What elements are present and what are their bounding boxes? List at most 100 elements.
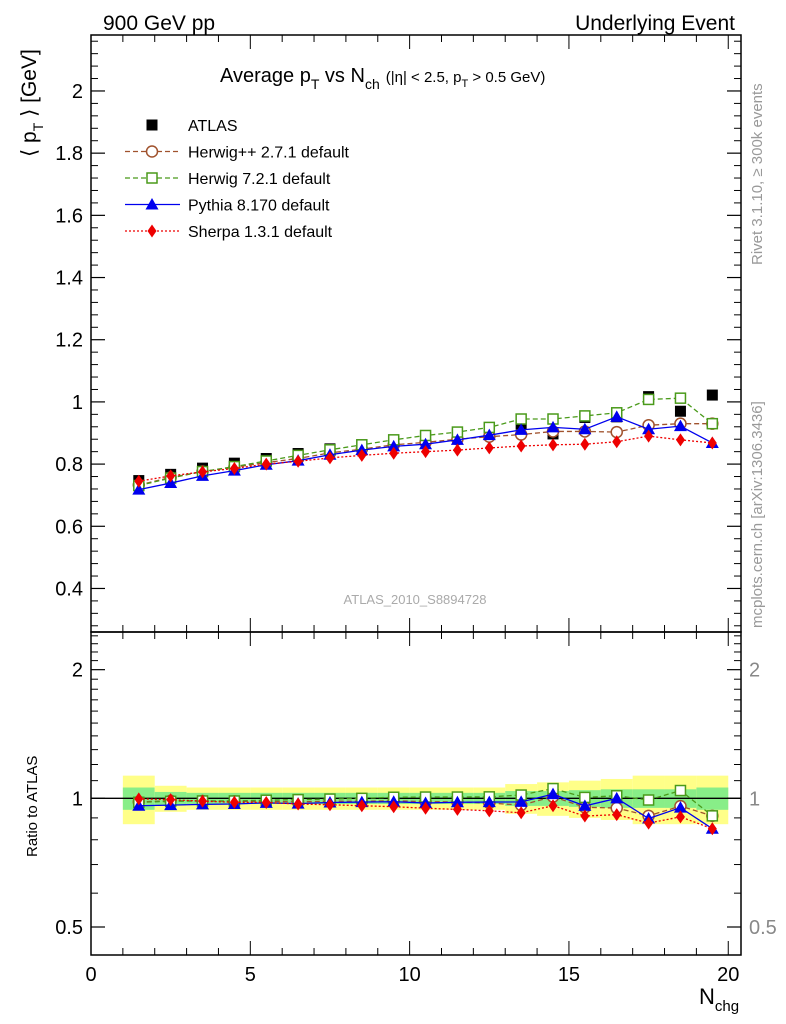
data-point xyxy=(134,474,144,488)
ratio-data-point xyxy=(293,797,303,811)
data-point xyxy=(325,451,335,465)
data-point xyxy=(642,393,655,406)
y-tick-label: 1.6 xyxy=(55,205,83,227)
ratio-data-point xyxy=(357,799,367,813)
data-point xyxy=(548,438,558,452)
ratio-data-point xyxy=(674,784,687,797)
x-tick-label: 0 xyxy=(85,964,96,986)
data-point xyxy=(516,439,526,453)
data-point xyxy=(198,465,208,479)
y-tick-label: 0.6 xyxy=(55,516,83,538)
x-tick-label: 15 xyxy=(558,964,580,986)
data-point xyxy=(578,422,592,435)
y-tick-label: 1.2 xyxy=(55,330,83,352)
ratio-data-point xyxy=(166,793,176,807)
header-left-label: 900 GeV pp xyxy=(103,12,215,35)
legend-entry: Herwig 7.2.1 default xyxy=(188,171,331,188)
data-point xyxy=(389,446,399,460)
data-point xyxy=(261,457,271,471)
data-point xyxy=(357,448,367,462)
ratio-data-point xyxy=(514,795,528,807)
x-axis-label: Nchg xyxy=(699,984,739,1015)
ratio-data-point xyxy=(675,810,685,824)
data-point xyxy=(515,413,527,425)
ratio-data-point xyxy=(580,809,590,823)
ratio-y-tick-label: 0.5 xyxy=(55,917,83,939)
ratio-data-point xyxy=(198,794,208,808)
y-axis-label: ⟨ pT ⟩ [GeV] xyxy=(18,49,46,157)
legend-marker xyxy=(145,198,159,210)
ratio-data-point xyxy=(452,802,462,816)
data-point xyxy=(419,437,433,450)
legend: ATLAS Herwig++ 2.7.1 default Herwig 7.2.1 … xyxy=(125,118,350,241)
ratio-frame xyxy=(90,631,742,956)
data-point xyxy=(579,410,591,422)
data-point xyxy=(546,420,560,433)
x-tick-label: 20 xyxy=(717,964,739,986)
legend-marker xyxy=(145,145,159,158)
legend-marker xyxy=(147,224,157,238)
ratio-data-point xyxy=(421,801,431,815)
main-panel: 0.4 0.6 0.8 1 1.2 1.4 1.6 1.8 2 xyxy=(55,34,742,633)
ratio-data-point xyxy=(644,816,654,830)
ratio-y-axis-label: Ratio to ATLAS xyxy=(24,756,41,857)
data-point xyxy=(229,461,239,475)
data-point xyxy=(482,428,496,441)
ratio-y-tick-label-right: 2 xyxy=(749,660,760,682)
y-tick-label: 0.4 xyxy=(55,578,83,600)
ratio-y-tick-label: 1 xyxy=(72,788,83,810)
ratio-data-point xyxy=(610,791,624,804)
data-point xyxy=(673,419,687,432)
plot-title: Average pT vs Nch (|η| < 2.5, pT > 0.5 Ge… xyxy=(220,65,545,92)
ratio-panel: 0.5 0.51 12 20 5 10 15 20 xyxy=(55,631,777,986)
ratio-y-tick-label-right: 1 xyxy=(749,788,760,810)
data-point xyxy=(166,469,176,483)
data-point xyxy=(674,405,686,417)
ratio-data-point xyxy=(516,806,526,820)
ratio-y-tick-label: 2 xyxy=(72,660,83,682)
data-point xyxy=(644,429,654,443)
data-point xyxy=(132,483,146,495)
y-tick-label: 0.8 xyxy=(55,454,83,476)
y-tick-label: 1.4 xyxy=(55,268,83,290)
ratio-data-point xyxy=(389,800,399,814)
mcplots-reference-label: mcplots.cern.ch [arXiv:1306.3436] xyxy=(749,401,766,628)
legend-marker xyxy=(146,172,158,184)
ratio-data-point xyxy=(673,801,687,813)
ratio-data-point xyxy=(612,808,622,822)
ratio-data-point xyxy=(642,794,655,806)
data-point xyxy=(612,435,622,449)
data-point xyxy=(642,422,656,435)
data-point xyxy=(675,433,685,447)
ratio-data-point xyxy=(707,822,717,836)
data-point xyxy=(674,392,687,404)
data-point xyxy=(580,437,590,451)
ratio-y-tick-label-right: 0.5 xyxy=(749,917,777,939)
rivet-version-label: Rivet 3.1.10, ≥ 300k events xyxy=(749,83,766,265)
data-point xyxy=(610,410,624,422)
legend-marker xyxy=(146,119,158,131)
data-point xyxy=(387,439,401,452)
data-point xyxy=(293,454,303,468)
legend-entry: ATLAS xyxy=(188,118,238,135)
legend-entry: Herwig++ 2.7.1 default xyxy=(188,145,350,162)
data-point xyxy=(707,436,717,450)
x-tick-label: 10 xyxy=(399,964,421,986)
header-right-label: Underlying Event xyxy=(575,12,735,35)
y-tick-label: 2 xyxy=(72,81,83,103)
x-tick-label: 5 xyxy=(245,964,256,986)
ratio-data-point xyxy=(261,795,271,809)
ratio-data-point xyxy=(706,810,719,822)
legend-entry: Pythia 8.170 default xyxy=(188,198,330,215)
data-point xyxy=(484,441,494,455)
ratio-data-point xyxy=(450,795,464,808)
analysis-watermark: ATLAS_2010_S8894728 xyxy=(344,592,487,607)
ratio-data-point xyxy=(578,799,592,811)
data-point xyxy=(706,389,718,401)
y-tick-label: 1 xyxy=(72,392,83,414)
data-point xyxy=(706,417,719,430)
ratio-data-point xyxy=(548,799,558,813)
ratio-data-point xyxy=(482,795,496,808)
ratio-data-point xyxy=(229,795,239,809)
